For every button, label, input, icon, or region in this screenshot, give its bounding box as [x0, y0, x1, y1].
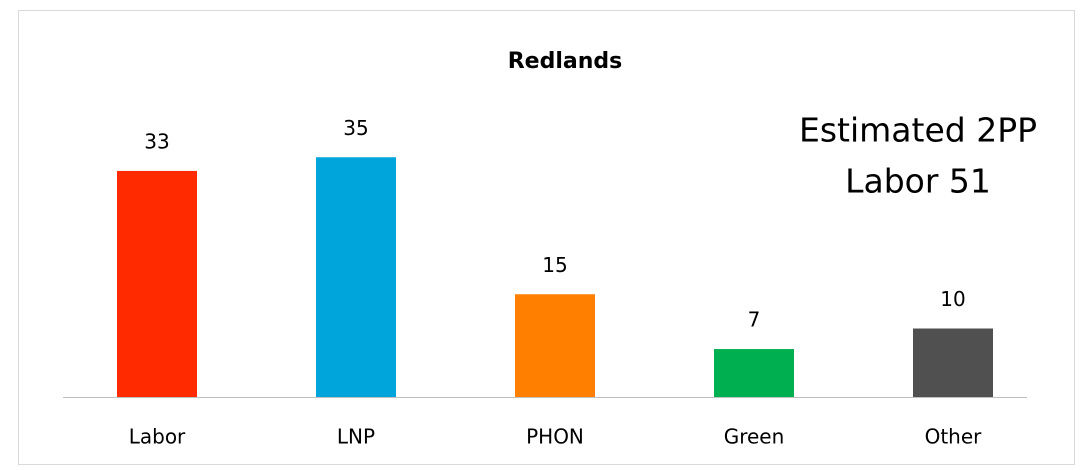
- data-label: 7: [748, 308, 761, 332]
- x-tick-label: PHON: [526, 425, 584, 449]
- bar: [714, 349, 794, 397]
- x-tick-label: Labor: [129, 425, 186, 449]
- data-label: 35: [343, 116, 368, 140]
- bar: [913, 328, 993, 397]
- annotation: Labor 51: [845, 162, 991, 201]
- chart-title: Redlands: [508, 49, 623, 74]
- x-tick-label: Green: [724, 425, 785, 449]
- annotation: Estimated 2PP: [799, 111, 1037, 150]
- data-label: 10: [940, 287, 965, 311]
- x-tick-label: LNP: [337, 425, 375, 449]
- data-label: 33: [144, 129, 169, 153]
- data-label: 15: [542, 253, 567, 277]
- bar: [515, 294, 595, 397]
- x-tick-label: Other: [925, 425, 983, 449]
- bar: [316, 157, 396, 397]
- bar: [117, 170, 197, 397]
